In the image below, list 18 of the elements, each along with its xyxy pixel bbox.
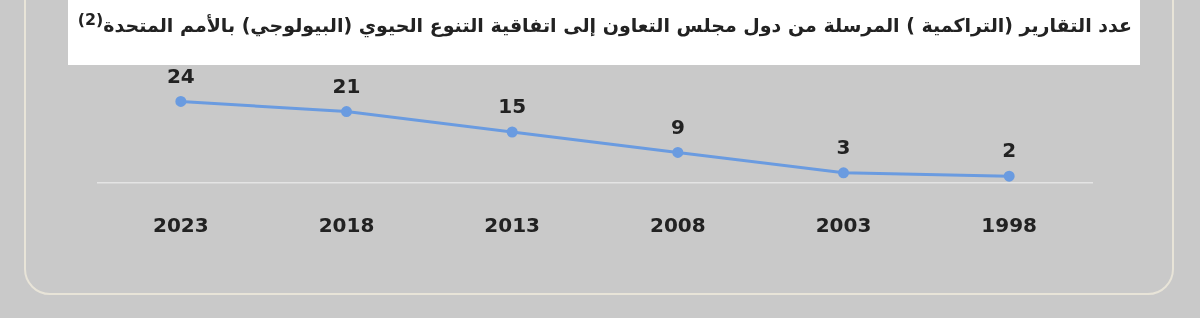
x-tick-label: 1998 <box>981 213 1037 238</box>
data-label: 15 <box>498 94 527 119</box>
point <box>672 146 684 158</box>
x-tick-label: 2018 <box>318 213 375 238</box>
point <box>1003 170 1015 182</box>
point <box>506 126 518 138</box>
data-label: 24 <box>166 63 195 88</box>
point <box>175 95 187 107</box>
point <box>341 106 352 118</box>
x-tick-label: 2008 <box>650 213 706 238</box>
data-label: 9 <box>670 114 685 139</box>
data-label: 2 <box>1002 138 1017 163</box>
x-tick-label: 2023 <box>153 213 209 238</box>
data-label: 3 <box>836 135 851 159</box>
point <box>838 167 849 179</box>
data-label: 21 <box>332 73 361 98</box>
x-tick-label: 2013 <box>484 213 540 238</box>
x-tick-label: 2003 <box>815 213 872 238</box>
